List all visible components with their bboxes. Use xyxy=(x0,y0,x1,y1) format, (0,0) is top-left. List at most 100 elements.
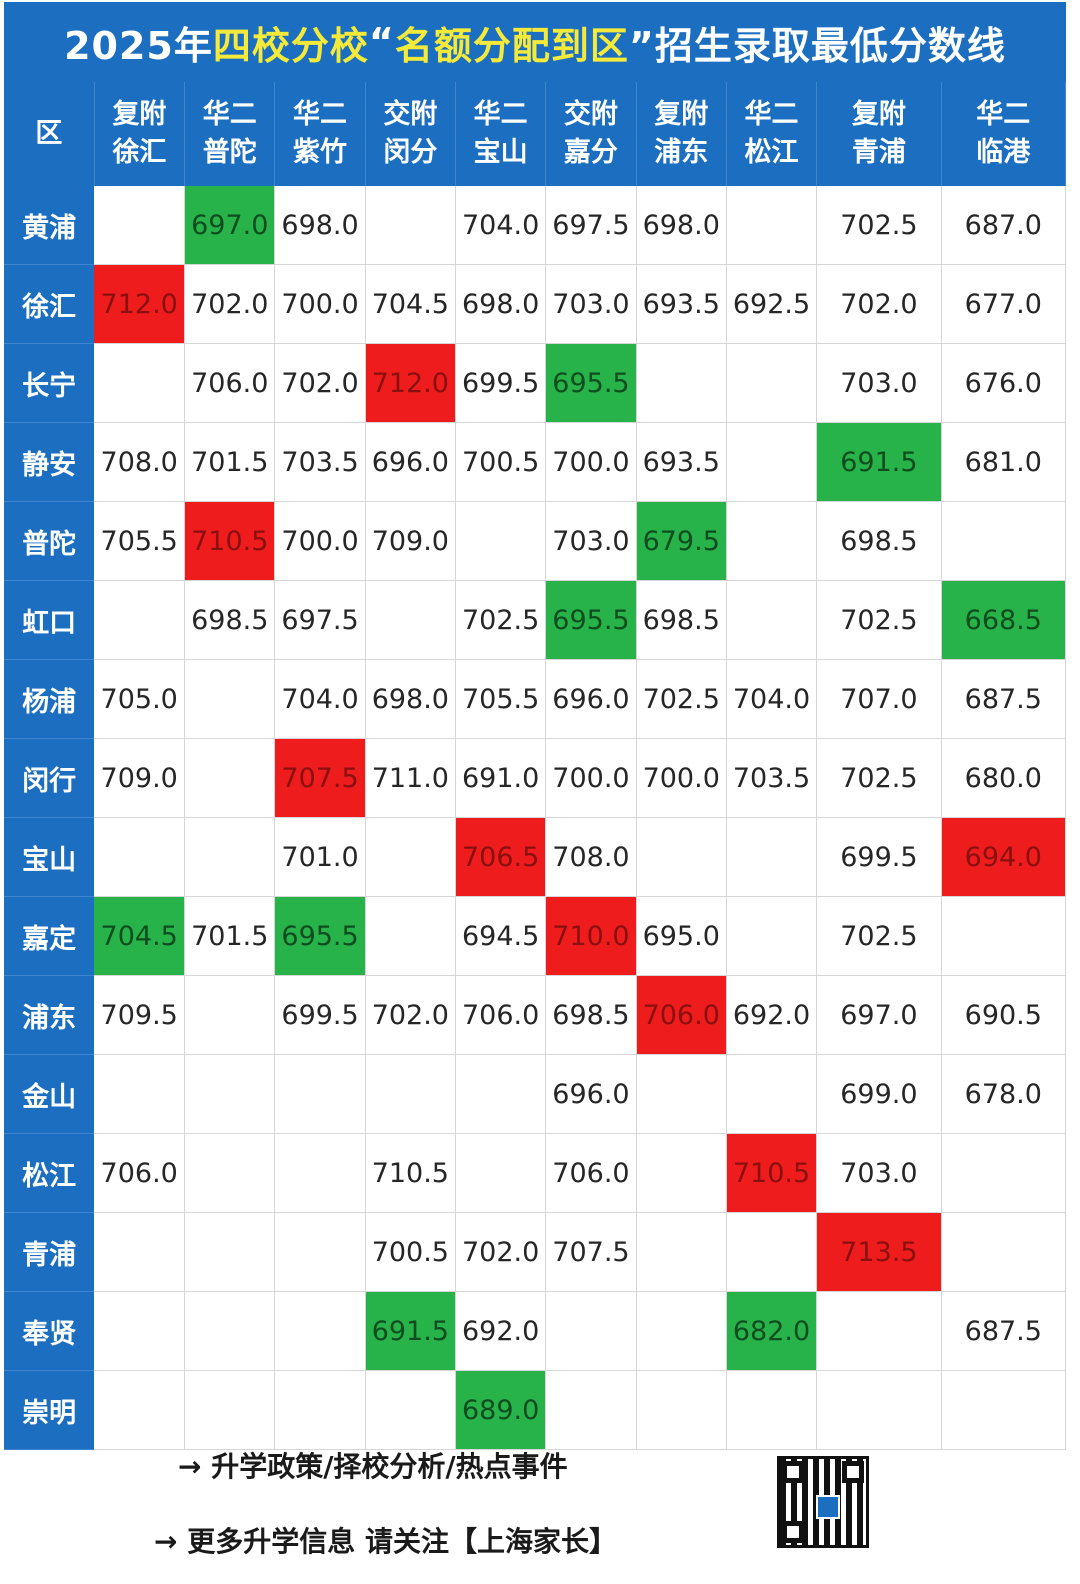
district-label: 普陀 xyxy=(4,501,95,581)
score-cell: 679.5 xyxy=(636,501,727,581)
score-cell xyxy=(184,738,276,818)
score-cell: 705.0 xyxy=(94,659,186,739)
score-cell: 698.5 xyxy=(816,501,942,581)
score-cell: 704.0 xyxy=(455,186,547,265)
score-cell xyxy=(365,817,456,897)
score-cell: 668.5 xyxy=(941,580,1067,660)
score-cell xyxy=(184,1291,276,1371)
score-cell xyxy=(274,1370,366,1450)
score-cell xyxy=(94,343,186,423)
score-cell: 700.0 xyxy=(636,738,727,818)
table-row: 徐汇 712.0 702.0 700.0 704.5 698.0 703.0 693.5 692… xyxy=(4,264,1067,344)
score-cell: 703.5 xyxy=(726,738,818,818)
score-cell: 695.5 xyxy=(545,580,637,660)
score-cell xyxy=(455,1133,547,1213)
score-cell: 691.0 xyxy=(455,738,547,818)
column-header: 华二 宝山 xyxy=(455,82,547,186)
score-cell: 691.5 xyxy=(365,1291,456,1371)
qr-logo xyxy=(816,1495,840,1519)
score-cell: 692.0 xyxy=(455,1291,547,1371)
score-cell: 702.0 xyxy=(184,264,276,344)
score-cell: 710.5 xyxy=(365,1133,456,1213)
score-cell xyxy=(455,501,547,581)
column-header: 交附 嘉分 xyxy=(545,82,637,186)
score-cell: 687.5 xyxy=(941,1291,1067,1371)
score-cell xyxy=(274,1054,366,1134)
score-cell xyxy=(941,1212,1067,1292)
score-cell xyxy=(274,1212,366,1292)
district-label: 松江 xyxy=(4,1133,95,1213)
title-highlight-quota: 名额分配到区 xyxy=(394,23,629,68)
score-cell: 706.5 xyxy=(455,817,547,897)
score-cell: 709.0 xyxy=(365,501,456,581)
score-cell: 700.0 xyxy=(545,738,637,818)
score-cell: 702.0 xyxy=(455,1212,547,1292)
score-cell: 707.0 xyxy=(816,659,942,739)
score-cell: 676.0 xyxy=(941,343,1067,423)
score-cell: 710.0 xyxy=(545,896,637,976)
score-cell: 689.0 xyxy=(455,1370,547,1450)
score-cell: 680.0 xyxy=(941,738,1067,818)
score-cell: 687.0 xyxy=(941,186,1067,265)
district-label: 金山 xyxy=(4,1054,95,1134)
score-cell xyxy=(726,186,818,265)
score-cell: 704.0 xyxy=(274,659,366,739)
score-cell xyxy=(636,1054,727,1134)
footer-line-2: → 更多升学信息 请关注【上海家长】 xyxy=(154,1525,617,1558)
score-cell: 703.0 xyxy=(545,501,637,581)
score-cell: 712.0 xyxy=(94,264,186,344)
score-cell: 697.0 xyxy=(184,186,276,265)
score-cell: 706.0 xyxy=(636,975,727,1055)
score-cell: 703.0 xyxy=(816,343,942,423)
score-cell: 707.5 xyxy=(274,738,366,818)
table-row: 杨浦 705.0 704.0 698.0 705.5 696.0 702.5 704.0 707… xyxy=(4,659,1067,739)
score-cell: 705.5 xyxy=(94,501,186,581)
column-header-campus: 普陀 xyxy=(202,137,257,168)
score-cell: 699.5 xyxy=(455,343,547,423)
score-cell: 690.5 xyxy=(941,975,1067,1055)
score-cell xyxy=(455,1054,547,1134)
qr-corner-marker xyxy=(782,1521,804,1543)
corner-header: 区 xyxy=(4,82,95,186)
column-header-campus: 紫竹 xyxy=(293,137,348,168)
column-header: 华二 普陀 xyxy=(184,82,276,186)
score-cell: 697.5 xyxy=(274,580,366,660)
column-header-campus: 临港 xyxy=(976,137,1031,168)
score-cell: 700.0 xyxy=(274,501,366,581)
score-cell xyxy=(184,975,276,1055)
score-cell: 700.5 xyxy=(365,1212,456,1292)
score-cell xyxy=(184,1212,276,1292)
column-header: 交附 闵分 xyxy=(365,82,456,186)
score-cell: 707.5 xyxy=(545,1212,637,1292)
score-cell xyxy=(816,1291,942,1371)
score-cell: 692.0 xyxy=(726,975,818,1055)
district-label: 奉贤 xyxy=(4,1291,95,1371)
column-header-campus: 闵分 xyxy=(383,137,438,168)
score-cell: 708.0 xyxy=(545,817,637,897)
score-cell xyxy=(545,1291,637,1371)
score-cell xyxy=(545,1370,637,1450)
score-cell xyxy=(636,343,727,423)
score-cell: 696.0 xyxy=(365,422,456,502)
column-header-school: 华二 xyxy=(473,99,528,130)
score-cell xyxy=(636,1291,727,1371)
score-cell: 701.5 xyxy=(184,422,276,502)
score-table: 区 复附 徐汇 华二 普陀 华二 紫竹 交附 闵分 华二 宝山 交附 嘉分 复附 浦东 华二 松江 复附 青浦 华二… xyxy=(4,82,1067,1450)
column-header-campus: 宝山 xyxy=(473,137,528,168)
column-header-school: 华二 xyxy=(293,99,348,130)
column-header: 复附 徐汇 xyxy=(94,82,186,186)
score-cell: 705.5 xyxy=(455,659,547,739)
score-cell xyxy=(274,1291,366,1371)
column-header-campus: 浦东 xyxy=(654,137,709,168)
score-cell: 704.0 xyxy=(726,659,818,739)
score-cell: 693.5 xyxy=(636,264,727,344)
score-cell xyxy=(636,817,727,897)
column-header-school: 华二 xyxy=(202,99,257,130)
score-cell xyxy=(184,1133,276,1213)
score-cell xyxy=(94,1212,186,1292)
score-cell xyxy=(636,1212,727,1292)
column-header-campus: 嘉分 xyxy=(563,137,618,168)
score-cell xyxy=(726,422,818,502)
score-cell: 698.5 xyxy=(636,580,727,660)
score-cell: 697.5 xyxy=(545,186,637,265)
